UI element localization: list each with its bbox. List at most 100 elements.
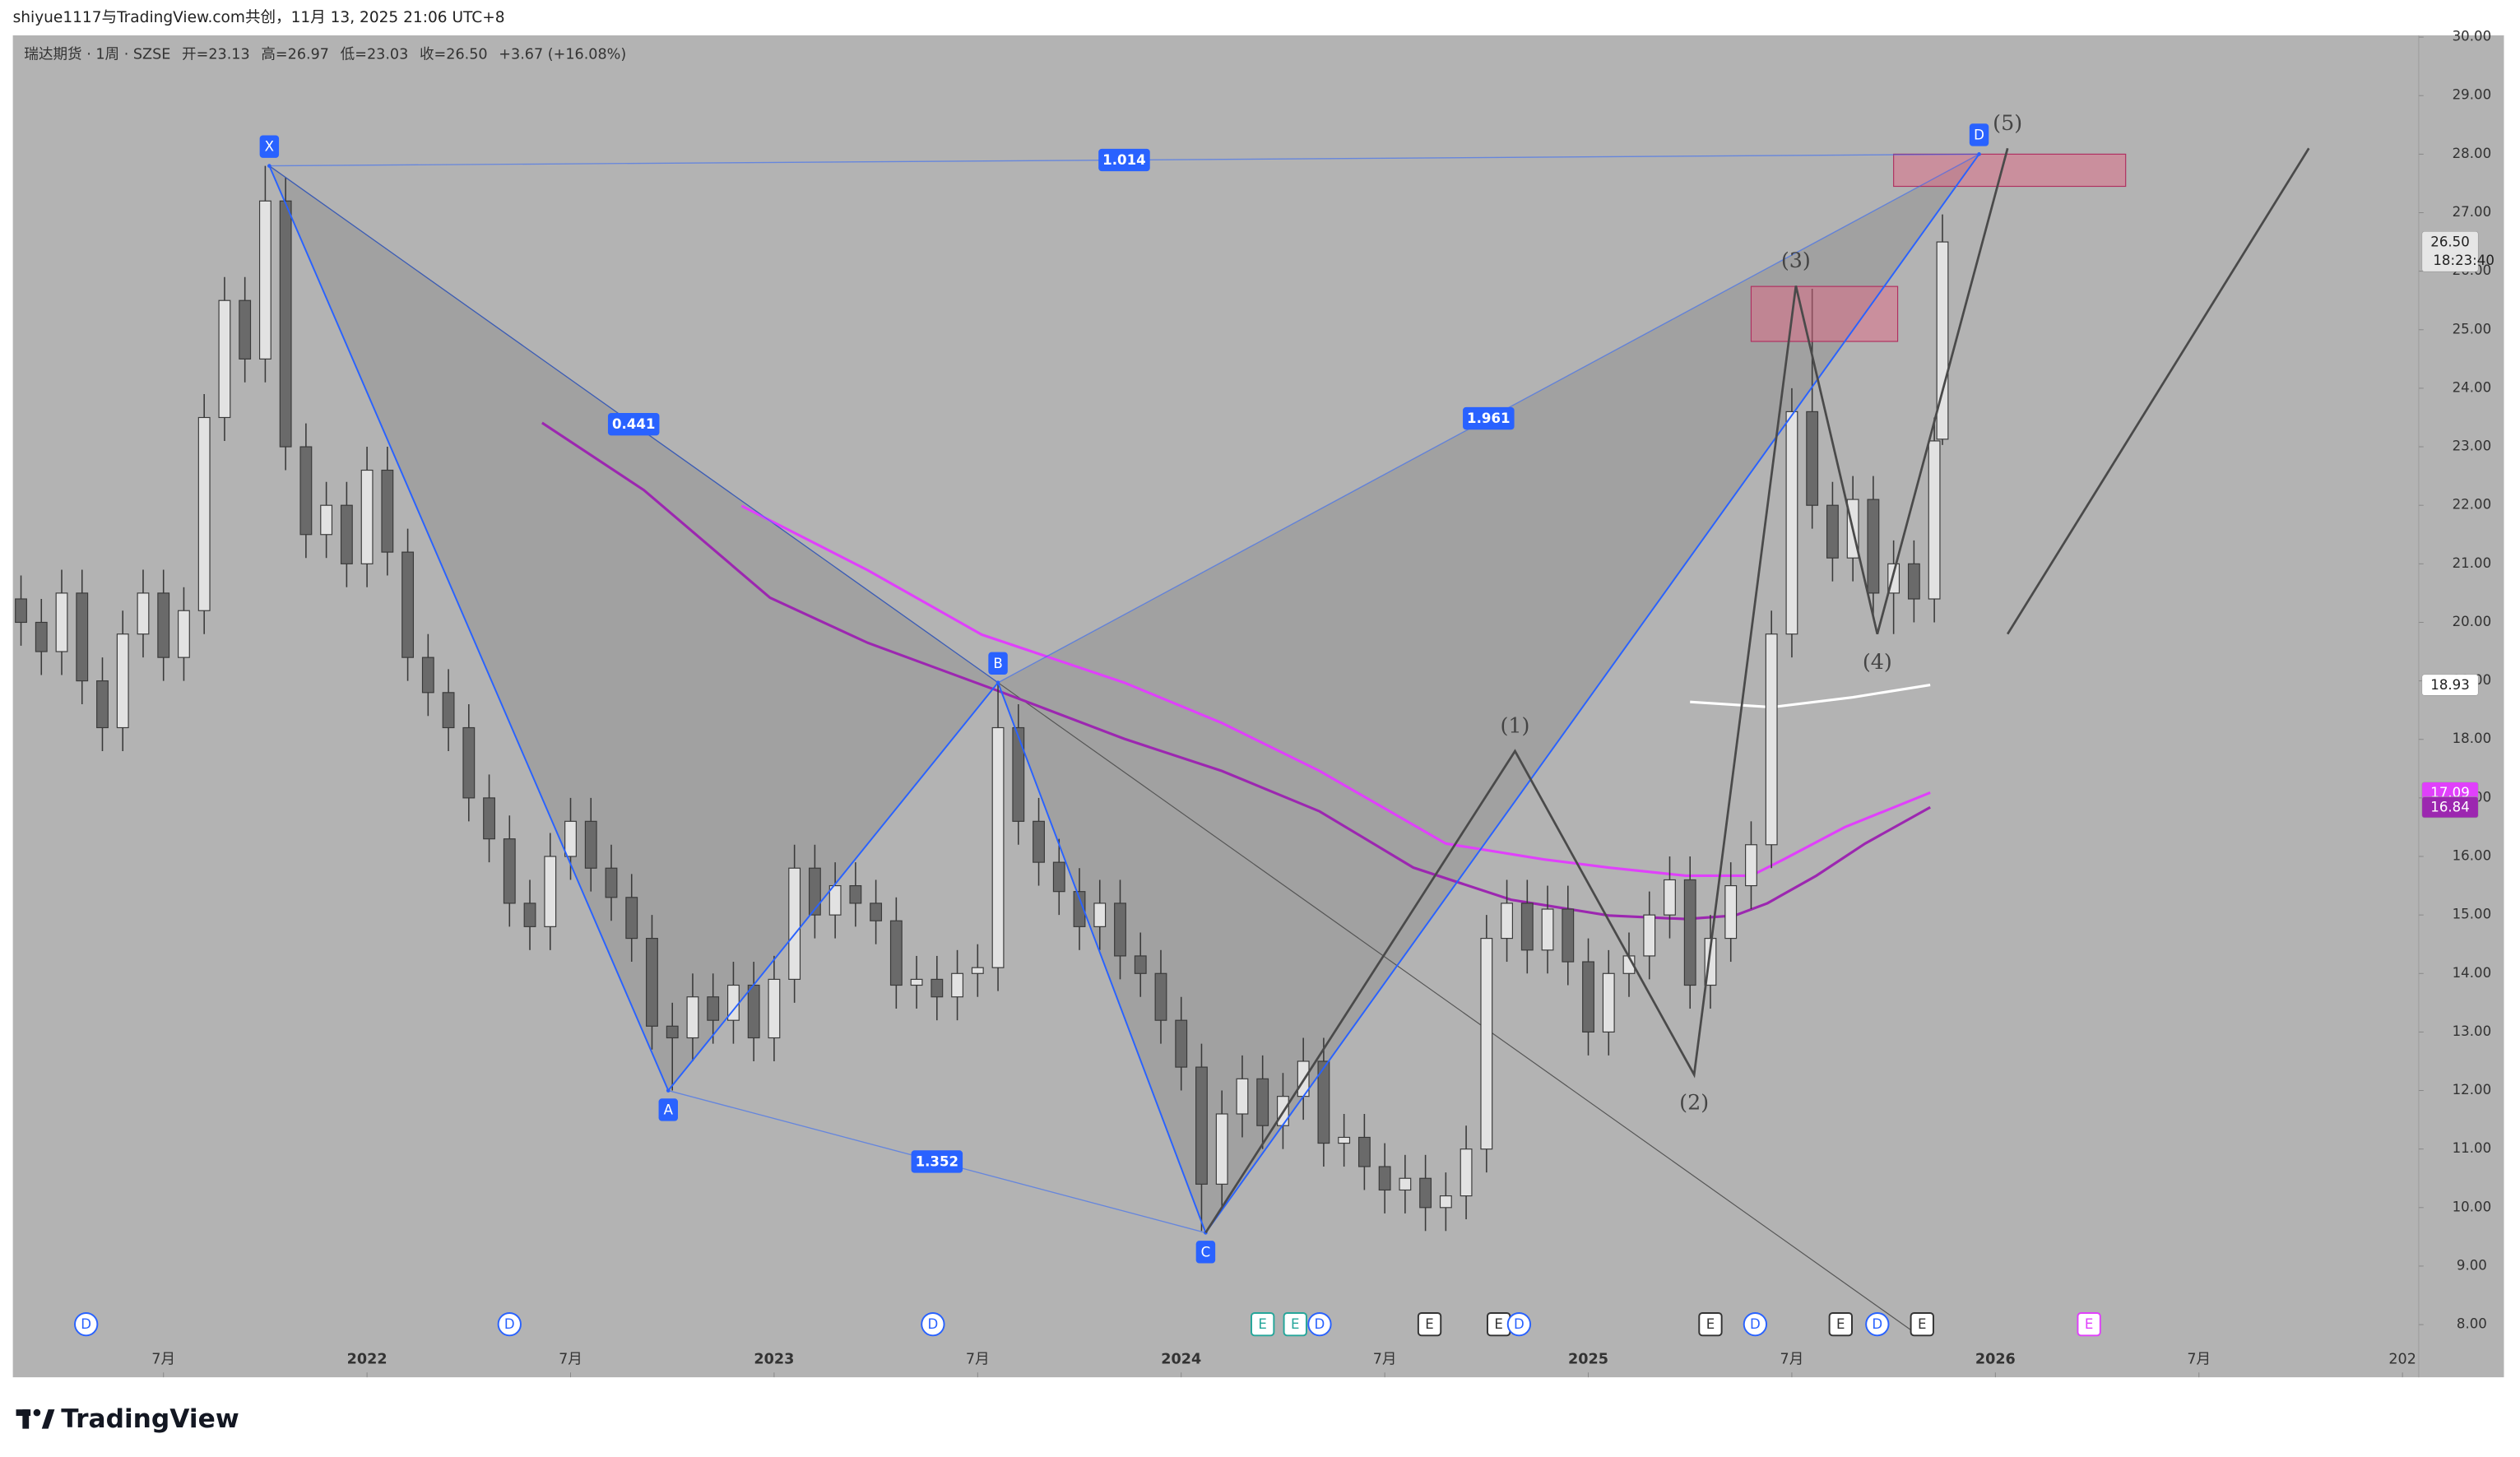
wave-line bbox=[1204, 147, 2009, 1234]
event-label: E bbox=[1425, 1316, 1434, 1332]
pattern-vertex bbox=[666, 1088, 671, 1093]
candle-body bbox=[1501, 903, 1513, 940]
axes: 8.00 9.00 10.00 11.00 12.00 13.00 14.00 15.00 16… bbox=[151, 29, 2494, 1378]
candle-body bbox=[910, 978, 923, 986]
candle-body bbox=[55, 592, 68, 652]
x-tick-label: 2025 bbox=[1568, 1352, 1608, 1368]
y-tick-label: 24.00 bbox=[2453, 379, 2492, 395]
pattern-line bbox=[268, 165, 670, 1091]
y-tick-label: 21.00 bbox=[2453, 555, 2492, 571]
candle-body bbox=[564, 820, 577, 857]
candle-body bbox=[951, 972, 964, 998]
event-label: D bbox=[927, 1316, 938, 1332]
brand-logo: TradingView bbox=[16, 1404, 239, 1434]
event-label: D bbox=[1872, 1316, 1882, 1332]
pattern-line bbox=[1204, 153, 1980, 1233]
candle-body bbox=[1562, 908, 1575, 963]
candle-body bbox=[808, 867, 821, 916]
candle-body bbox=[686, 996, 699, 1039]
candle-body bbox=[1134, 955, 1147, 974]
candle-body bbox=[96, 680, 109, 729]
point-label: X bbox=[265, 139, 274, 155]
price-label: 16.84 bbox=[2430, 800, 2470, 815]
y-tick-label: 29.00 bbox=[2453, 87, 2492, 103]
legend-item: 低=23.03 bbox=[341, 46, 409, 63]
candle-body bbox=[483, 797, 495, 840]
y-tick-label: 16.00 bbox=[2453, 848, 2492, 864]
candle-body bbox=[747, 984, 760, 1039]
wave-label: (1) bbox=[1500, 713, 1529, 738]
event-marker bbox=[1828, 1311, 1853, 1337]
candle-body bbox=[544, 856, 557, 927]
ratio-label: 1.961 bbox=[1467, 411, 1511, 426]
price-label: 17.09 bbox=[2430, 785, 2470, 800]
candle-body bbox=[1317, 1060, 1330, 1144]
price-label: 26.50 bbox=[2430, 234, 2470, 250]
candle-body bbox=[299, 446, 313, 536]
logo-shape bbox=[22, 1409, 30, 1429]
event-marker bbox=[2077, 1311, 2101, 1337]
event-label: E bbox=[2085, 1316, 2094, 1332]
y-tick-label: 9.00 bbox=[2457, 1257, 2487, 1273]
event-marker bbox=[1910, 1311, 1934, 1337]
candle-body bbox=[218, 299, 231, 419]
y-tick-label: 22.00 bbox=[2453, 497, 2492, 513]
ratio-badge bbox=[911, 1150, 963, 1173]
x-tick-label: 2026 bbox=[1975, 1352, 2016, 1368]
candle-body bbox=[340, 504, 353, 564]
y-tick-label: 12.00 bbox=[2453, 1082, 2492, 1097]
candle-body bbox=[35, 621, 48, 652]
candle-body bbox=[1052, 861, 1065, 893]
candle-body bbox=[584, 820, 597, 869]
candle-body bbox=[1683, 879, 1696, 986]
projection-line bbox=[2007, 147, 2310, 635]
candle-body bbox=[421, 657, 434, 694]
candle-body bbox=[849, 884, 862, 904]
y-tick-label: 11.00 bbox=[2453, 1140, 2492, 1156]
candle-body bbox=[1765, 633, 1778, 846]
candle-body bbox=[991, 726, 1005, 968]
x-tick-label: 202 bbox=[2388, 1352, 2416, 1368]
candle-body bbox=[320, 504, 333, 536]
x-tick-label: 7月 bbox=[559, 1352, 582, 1368]
event-marker bbox=[1283, 1311, 1307, 1337]
event-label: E bbox=[1918, 1316, 1927, 1332]
x-tick-label: 2022 bbox=[347, 1352, 388, 1368]
pattern-vertex bbox=[995, 680, 1000, 685]
y-tick-label: 30.00 bbox=[2453, 29, 2492, 44]
candle-body bbox=[1175, 1019, 1188, 1068]
candle-body bbox=[360, 469, 374, 564]
price-label-box bbox=[2421, 231, 2479, 272]
pattern-line bbox=[667, 682, 999, 1092]
candle-body bbox=[1936, 241, 1949, 440]
point-badge bbox=[1969, 123, 1989, 146]
point-label: D bbox=[1974, 127, 1984, 142]
candle-body bbox=[1867, 499, 1880, 594]
candle-body bbox=[462, 726, 476, 799]
y-tick-label: 27.00 bbox=[2453, 204, 2492, 220]
moving-average bbox=[740, 504, 1931, 878]
candle-body bbox=[1643, 914, 1656, 957]
y-tick-label: 10.00 bbox=[2453, 1199, 2492, 1214]
y-tick-label: 15.00 bbox=[2453, 907, 2492, 922]
candle-body bbox=[1541, 908, 1554, 951]
y-tick-label: 20.00 bbox=[2453, 614, 2492, 629]
candle-body bbox=[646, 938, 658, 1027]
candle-body bbox=[1012, 726, 1025, 822]
point-label: A bbox=[664, 1102, 674, 1117]
y-tick-label: 28.00 bbox=[2453, 146, 2492, 161]
candle-body bbox=[76, 592, 89, 682]
target-box bbox=[1750, 285, 1899, 342]
x-tick-label: 7月 bbox=[966, 1352, 990, 1368]
header-text: shiyue1117与TradingView.com共创，11月 13, 202… bbox=[13, 9, 505, 26]
candle-body bbox=[1745, 844, 1757, 887]
event-label: D bbox=[504, 1316, 515, 1332]
event-marker bbox=[1865, 1311, 1890, 1337]
candle-body bbox=[401, 551, 415, 658]
plot-area: 0.441 1.961 1.352 1.014 X A B C D (1) (2) (3) (4) (5)… bbox=[15, 110, 2310, 1337]
y-tick-label: 18.00 bbox=[2453, 731, 2492, 746]
x-tick-label: 2023 bbox=[754, 1352, 794, 1368]
legend-text: 瑞达期货 · 1周 · SZSE 开=23.13 高=26.97 低=23.03 收=2… bbox=[24, 46, 626, 63]
candle-body bbox=[1480, 938, 1493, 1150]
event-marker bbox=[1307, 1311, 1332, 1337]
